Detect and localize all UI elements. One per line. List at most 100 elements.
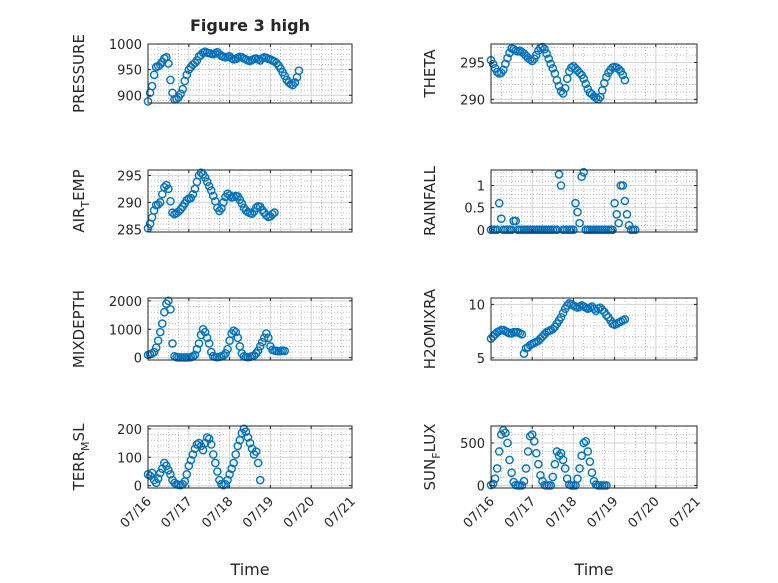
y-tick-label: 100 <box>117 451 142 466</box>
data-point <box>614 218 624 228</box>
data-point <box>176 89 185 99</box>
data-point <box>581 79 591 89</box>
data-point <box>523 447 533 456</box>
data-point <box>229 326 238 336</box>
data-point <box>164 296 173 306</box>
data-point <box>575 464 584 473</box>
data-point <box>166 305 175 314</box>
data-point <box>253 458 263 468</box>
y-tick-label: 295 <box>117 169 142 184</box>
data-point <box>202 333 212 343</box>
data-point <box>164 465 173 475</box>
data-point <box>255 475 265 485</box>
data-point <box>550 459 560 469</box>
data-point <box>211 458 220 468</box>
data-point <box>157 319 167 328</box>
data-point <box>280 346 289 356</box>
data-point <box>540 44 549 54</box>
data-point <box>494 447 504 456</box>
data-point <box>548 64 558 73</box>
data-point <box>554 170 564 179</box>
y-tick-label: 0.5 <box>464 202 485 217</box>
data-point <box>503 53 512 63</box>
data-point <box>255 342 265 351</box>
data-point <box>597 86 607 95</box>
axes-box <box>490 43 698 104</box>
data-point <box>231 450 241 459</box>
data-point <box>245 438 255 448</box>
data-point <box>562 74 572 83</box>
y-tick-label: 200 <box>117 423 142 438</box>
chart-h2omixra: 5 10 H2OMIXRA <box>421 288 698 369</box>
data-point <box>602 310 611 320</box>
data-point <box>556 181 566 190</box>
data-point <box>188 189 198 199</box>
data-point <box>160 182 169 192</box>
data-point <box>620 315 630 324</box>
y-axis-label: H2OMIXRA <box>421 288 439 369</box>
data-point <box>262 329 271 338</box>
data-point <box>552 447 562 456</box>
data-point <box>204 434 214 444</box>
data-point <box>591 93 601 103</box>
data-point <box>521 464 531 473</box>
data-point <box>542 49 551 58</box>
data-point <box>575 68 584 78</box>
data-point <box>519 349 529 358</box>
chart-air_temp: 285 290 295 AIRTEMP <box>70 168 353 238</box>
data-point <box>206 186 216 195</box>
axes-box <box>490 425 698 489</box>
data-point <box>488 59 498 69</box>
y-tick-label: 0 <box>477 479 485 494</box>
data-point <box>558 89 568 98</box>
y-tick-label: 10 <box>468 298 485 313</box>
data-point <box>204 181 214 191</box>
data-point <box>166 470 175 479</box>
data-point <box>577 451 586 461</box>
y-tick-label: 0 <box>134 480 142 495</box>
data-point <box>223 344 232 354</box>
axes-box <box>490 169 698 233</box>
data-point <box>558 455 568 465</box>
data-point <box>294 66 304 75</box>
y-axis-label: TERRMSL <box>70 423 92 492</box>
data-point <box>571 198 580 208</box>
data-point <box>509 44 518 54</box>
y-tick-label: 290 <box>117 196 142 211</box>
data-point <box>225 191 234 200</box>
data-point <box>546 59 556 69</box>
data-point <box>499 425 508 435</box>
data-point <box>620 196 630 206</box>
y-axis-label: MIXDEPTH <box>70 290 88 368</box>
data-point <box>610 198 619 208</box>
data-point <box>517 481 527 490</box>
data-point <box>182 470 192 479</box>
data-point <box>618 181 628 190</box>
x-axis-title-left: Time <box>229 560 269 579</box>
data-point <box>231 327 241 337</box>
data-point <box>215 475 224 485</box>
y-tick-label: 0 <box>134 352 142 367</box>
data-point <box>548 324 558 334</box>
data-point <box>153 474 163 483</box>
data-point <box>272 58 281 68</box>
data-point <box>581 436 591 446</box>
data-point <box>192 56 202 65</box>
data-point <box>186 455 196 465</box>
data-point <box>202 433 212 442</box>
data-point <box>227 464 236 473</box>
data-point <box>527 56 537 66</box>
data-point <box>194 339 204 348</box>
data-point <box>597 305 607 315</box>
data-point <box>213 467 222 476</box>
data-point <box>164 59 173 68</box>
chart-theta: 290 295 THETA <box>421 42 698 108</box>
data-point <box>573 207 582 217</box>
data-point <box>614 64 624 74</box>
data-point <box>225 470 234 479</box>
data-point <box>155 468 165 478</box>
data-point <box>192 344 202 354</box>
data-point <box>229 458 238 468</box>
data-point <box>149 206 159 215</box>
